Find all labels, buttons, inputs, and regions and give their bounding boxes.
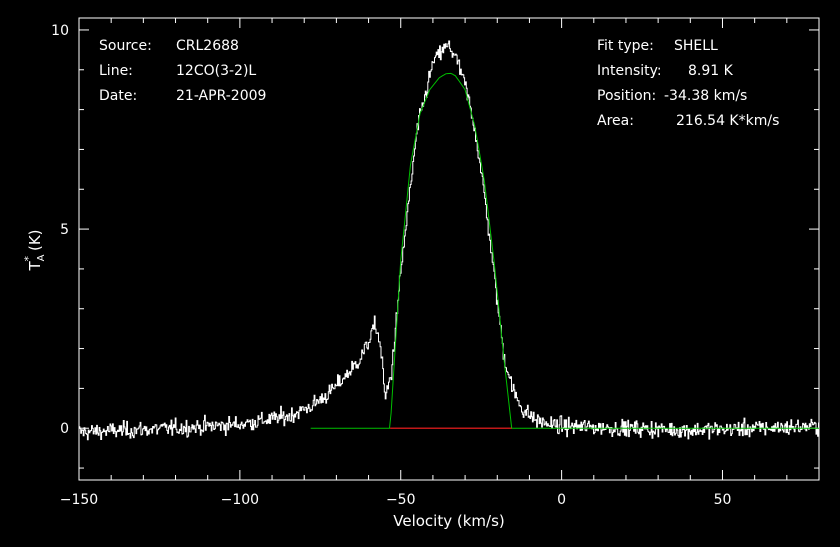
x-tick-label: 0	[557, 492, 566, 508]
plot-frame	[78, 17, 820, 481]
fit-type-key: Fit type:	[597, 38, 654, 54]
svg-text:TA*(K): TA* (K)	[22, 229, 47, 271]
x-axis-label: Velocity (km/s)	[393, 512, 504, 530]
y-label-sub: A	[36, 254, 47, 261]
position-value: -34.38 km/s	[664, 88, 747, 104]
spectrum-data-line	[79, 40, 819, 441]
date-value: 21-APR-2009	[176, 88, 266, 104]
line-value: 12CO(3-2)L	[176, 63, 256, 79]
y-axis-label: TA* (K)	[22, 229, 47, 271]
y-tick-label: 5	[60, 222, 69, 238]
source-key: Source:	[99, 38, 152, 54]
x-tick-label: −150	[60, 492, 98, 508]
y-label-sup: *	[22, 256, 35, 262]
y-tick-label: 0	[60, 421, 69, 437]
area-key: Area:	[597, 113, 634, 129]
area-value: 216.54 K*km/s	[676, 113, 779, 129]
x-tick-label: −100	[221, 492, 259, 508]
line-key: Line:	[99, 63, 133, 79]
fit-type-value: SHELL	[674, 38, 718, 54]
x-tick-label: 50	[714, 492, 732, 508]
date-key: Date:	[99, 88, 137, 104]
intensity-key: Intensity:	[597, 63, 662, 79]
x-tick-label: −50	[386, 492, 416, 508]
source-value: CRL2688	[176, 38, 239, 54]
y-label-unit: (K)	[26, 229, 44, 251]
y-label-main: T	[26, 261, 44, 272]
shell-fit-line	[310, 72, 819, 429]
intensity-value: 8.91 K	[688, 63, 734, 79]
y-tick-label: 10	[51, 23, 69, 39]
x-ticks: −150 −100 −50 0 50	[60, 18, 820, 508]
position-key: Position:	[597, 88, 656, 104]
